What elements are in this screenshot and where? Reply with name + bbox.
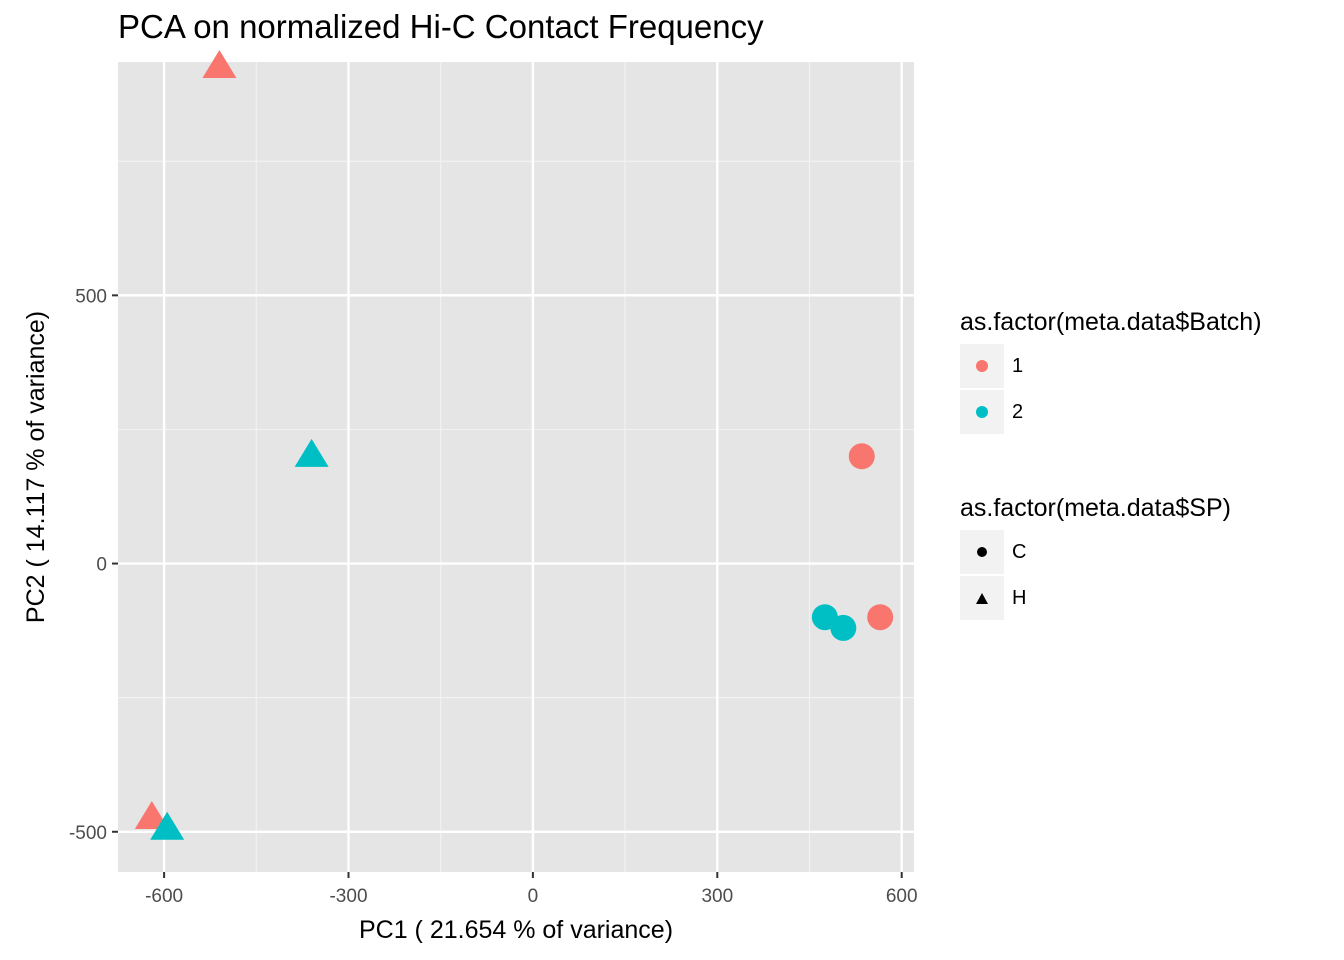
legend-sp-item-h: H	[960, 575, 1231, 621]
plot-panel	[118, 62, 914, 872]
data-point-circle	[830, 614, 857, 641]
data-point-triangle	[294, 438, 329, 467]
x-tick-label: -300	[329, 886, 367, 907]
triangle-marker-icon	[976, 592, 988, 604]
legend-label: H	[1012, 586, 1027, 609]
minor-gridlines	[118, 62, 914, 872]
legend-key-sp-h	[960, 576, 1004, 620]
legend-batch-item-2: 2	[960, 389, 1262, 435]
data-point-triangle	[202, 50, 237, 79]
y-tick-label: 0	[96, 555, 107, 576]
legend-batch: as.factor(meta.data$Batch) 1 2	[960, 308, 1262, 435]
major-gridlines	[118, 62, 914, 872]
y-tick-label: -500	[69, 823, 107, 844]
legend-sp-title: as.factor(meta.data$SP)	[960, 494, 1231, 522]
circle-marker-icon	[977, 547, 987, 557]
legend-label: 2	[1012, 400, 1024, 423]
legend-label: C	[1012, 540, 1027, 563]
x-tick-label: 0	[528, 886, 539, 907]
y-tick-label: 500	[75, 286, 107, 307]
legend-key-batch-1	[960, 344, 1004, 388]
data-points	[134, 50, 894, 840]
x-axis-title: PC1 ( 21.654 % of variance)	[359, 916, 673, 944]
legend-batch-title: as.factor(meta.data$Batch)	[960, 308, 1262, 336]
legend-sp-item-c: C	[960, 529, 1231, 575]
circle-marker-icon	[976, 406, 988, 418]
x-tick-label: 600	[886, 886, 918, 907]
x-tick-label: 300	[701, 886, 733, 907]
legend-batch-item-1: 1	[960, 343, 1262, 389]
circle-marker-icon	[976, 360, 988, 372]
legend-key-batch-2	[960, 390, 1004, 434]
legend-key-sp-c	[960, 530, 1004, 574]
chart-title: PCA on normalized Hi-C Contact Frequency	[118, 8, 764, 45]
legend-sp: as.factor(meta.data$SP) C H	[960, 494, 1231, 621]
axis-ticks: -600 -300 0 300 600 -500 0 500	[69, 286, 918, 907]
data-point-triangle	[134, 800, 169, 829]
legend-label: 1	[1012, 354, 1024, 377]
data-point-triangle	[150, 811, 185, 840]
x-tick-label: -600	[145, 886, 183, 907]
y-axis-title: PC2 ( 14.117 % of variance)	[22, 311, 50, 623]
data-point-circle	[867, 604, 894, 631]
data-point-circle	[848, 443, 875, 470]
